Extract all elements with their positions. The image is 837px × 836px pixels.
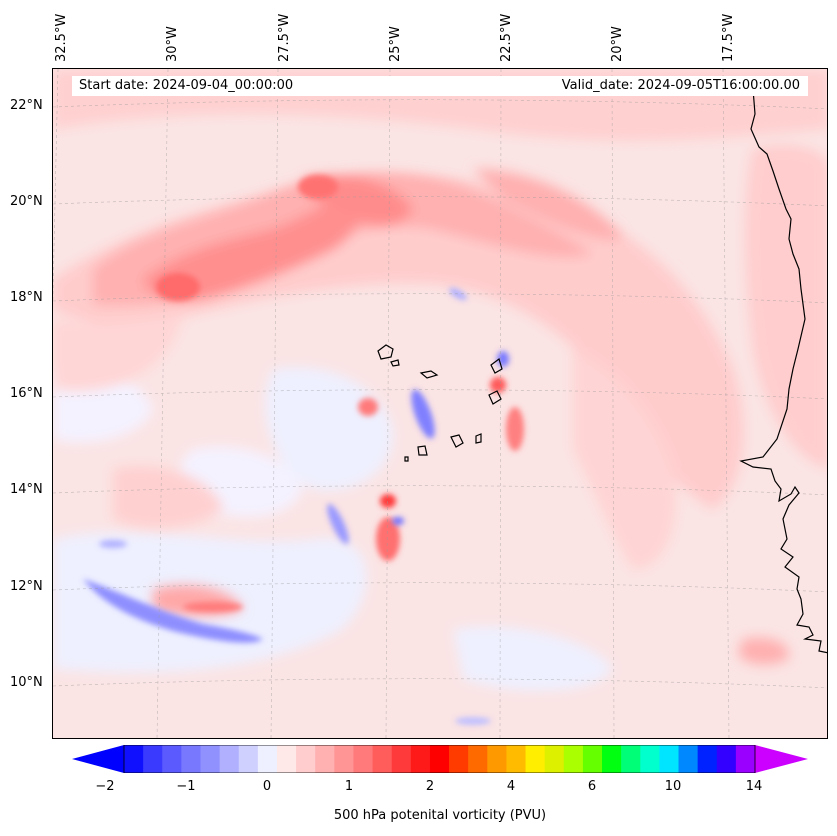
colorbar-cell bbox=[372, 745, 393, 773]
longitude-label: 27.5°W bbox=[277, 13, 292, 62]
colorbar-cell bbox=[334, 745, 355, 773]
colorbar-tick-label: −1 bbox=[176, 779, 196, 794]
colorbar-tick-label: 10 bbox=[664, 779, 682, 794]
colorbar-cell bbox=[582, 745, 603, 773]
colorbar-cell bbox=[143, 745, 163, 773]
colorbar-cells bbox=[124, 745, 756, 773]
colorbar-tick-label: 0 bbox=[262, 779, 272, 794]
colorbar-cell bbox=[640, 745, 660, 773]
longitude-label: 20°W bbox=[610, 26, 625, 62]
colorbar-cell bbox=[716, 745, 737, 773]
colorbar-tick-label: −2 bbox=[95, 779, 115, 794]
colorbar-cell bbox=[525, 745, 546, 773]
latitude-label: 12°N bbox=[10, 579, 43, 594]
latitude-label: 10°N bbox=[10, 675, 43, 690]
colorbar-cell bbox=[429, 745, 450, 773]
colorbar-cell bbox=[315, 745, 335, 773]
colorbar-cell bbox=[735, 745, 756, 773]
colorbar-cell bbox=[162, 745, 182, 773]
colorbar-cell bbox=[353, 745, 374, 773]
latitude-label: 16°N bbox=[10, 386, 43, 401]
colorbar bbox=[72, 745, 808, 773]
longitude-label: 17.5°W bbox=[721, 13, 736, 62]
colorbar-cell bbox=[200, 745, 221, 773]
colorbar-cell bbox=[563, 745, 584, 773]
pv-field-svg bbox=[53, 69, 827, 738]
latitude-label: 22°N bbox=[10, 98, 43, 113]
colorbar-cell bbox=[410, 745, 431, 773]
colorbar-cell bbox=[697, 745, 718, 773]
colorbar-cell bbox=[487, 745, 508, 773]
date-banner: Start date: 2024-09-04_00:00:00 Valid_da… bbox=[72, 76, 808, 96]
coastline bbox=[739, 88, 827, 654]
longitude-label: 32.5°W bbox=[54, 13, 69, 62]
colorbar-cell bbox=[181, 745, 202, 773]
colorbar-cell bbox=[544, 745, 565, 773]
colorbar-cell bbox=[621, 745, 641, 773]
colorbar-cell bbox=[296, 745, 316, 773]
colorbar-extend-max bbox=[755, 745, 808, 773]
colorbar-cell bbox=[257, 745, 278, 773]
colorbar-tick-label: 4 bbox=[506, 779, 516, 794]
graticule bbox=[53, 69, 827, 738]
start-date-text: Start date: 2024-09-04_00:00:00 bbox=[79, 78, 294, 93]
pv-cores bbox=[156, 175, 524, 612]
longitude-label: 22.5°W bbox=[499, 13, 514, 62]
colorbar-outline bbox=[123, 745, 756, 773]
colorbar-cell bbox=[124, 745, 144, 773]
colorbar-cell bbox=[506, 745, 527, 773]
colorbar-cell bbox=[468, 745, 488, 773]
colorbar-cell bbox=[602, 745, 622, 773]
colorbar-tick-label: 6 bbox=[587, 779, 597, 794]
colorbar-cell bbox=[219, 745, 240, 773]
pv-map-panel[interactable] bbox=[52, 68, 828, 739]
colorbar-tick-label: 14 bbox=[745, 779, 763, 794]
colorbar-cell bbox=[238, 745, 259, 773]
colorbar-cell bbox=[276, 745, 297, 773]
latitude-label: 20°N bbox=[10, 194, 43, 209]
colorbar-extend-min bbox=[72, 745, 124, 773]
colorbar-label: 500 hPa potenital vorticity (PVU) bbox=[333, 808, 547, 823]
longitude-label: 25°W bbox=[388, 26, 403, 62]
longitude-label: 30°W bbox=[165, 26, 180, 62]
colorbar-cell bbox=[391, 745, 412, 773]
colorbar-cell bbox=[449, 745, 469, 773]
valid-date-text: Valid_date: 2024-09-05T16:00:00.00 bbox=[561, 78, 800, 93]
colorbar-cell bbox=[678, 745, 699, 773]
colorbar-tick-label: 1 bbox=[344, 779, 354, 794]
colorbar-cell bbox=[659, 745, 680, 773]
colorbar-tick-label: 2 bbox=[425, 779, 435, 794]
cape-verde-islands bbox=[377, 344, 503, 462]
pv-negative-streaks bbox=[83, 287, 509, 725]
latitude-label: 14°N bbox=[10, 482, 43, 497]
latitude-label: 18°N bbox=[10, 290, 43, 305]
